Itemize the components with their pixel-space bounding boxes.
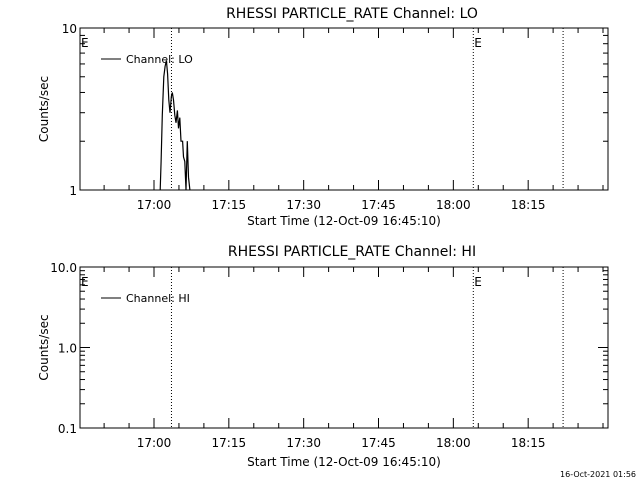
y-axis-label: Counts/sec	[37, 76, 51, 142]
chart-title: RHESSI PARTICLE_RATE Channel: LO	[226, 6, 478, 22]
x-tick-label: 17:00	[137, 198, 172, 212]
x-tick-label: 17:15	[212, 198, 247, 212]
chart-panel-1: RHESSI PARTICLE_RATE Channel: LO 1 10 17:00…	[37, 6, 609, 228]
timestamp-label: 16-Oct-2021 01:56	[560, 470, 636, 479]
event-marker-label: E	[474, 36, 482, 50]
x-tick-label: 17:45	[361, 436, 396, 450]
y-tick-label: 1.0	[58, 342, 77, 356]
x-axis-label: Start Time (12-Oct-09 16:45:10)	[247, 455, 441, 469]
x-tick-label: 17:45	[361, 198, 396, 212]
x-tick-label: 18:00	[436, 198, 471, 212]
chart-title: RHESSI PARTICLE_RATE Channel: HI	[228, 244, 476, 260]
y-axis-label: Counts/sec	[37, 314, 51, 380]
x-tick-label: 17:15	[212, 436, 247, 450]
event-marker-label: E	[81, 275, 89, 289]
x-tick-label: 18:15	[511, 198, 546, 212]
y-tick-label: 0.1	[58, 422, 77, 436]
event-marker-label: E	[474, 275, 482, 289]
y-tick-label: 1	[69, 184, 77, 198]
event-marker-label: E	[81, 36, 89, 50]
x-tick-label: 17:30	[286, 198, 321, 212]
x-tick-label: 18:00	[436, 436, 471, 450]
y-tick-label: 10	[62, 22, 77, 36]
x-tick-label: 17:30	[286, 436, 321, 450]
x-axis-label: Start Time (12-Oct-09 16:45:10)	[247, 214, 441, 228]
y-tick-label: 10.0	[50, 261, 77, 275]
legend-label: Channel: LO	[126, 53, 193, 66]
series-line	[159, 60, 191, 191]
legend-label: Channel: HI	[126, 292, 190, 305]
x-tick-label: 17:00	[137, 436, 172, 450]
x-tick-label: 18:15	[511, 436, 546, 450]
chart-panel-2: RHESSI PARTICLE_RATE Channel: HI 0.1 1.0 10…	[37, 244, 609, 469]
plot-frame	[79, 27, 609, 191]
